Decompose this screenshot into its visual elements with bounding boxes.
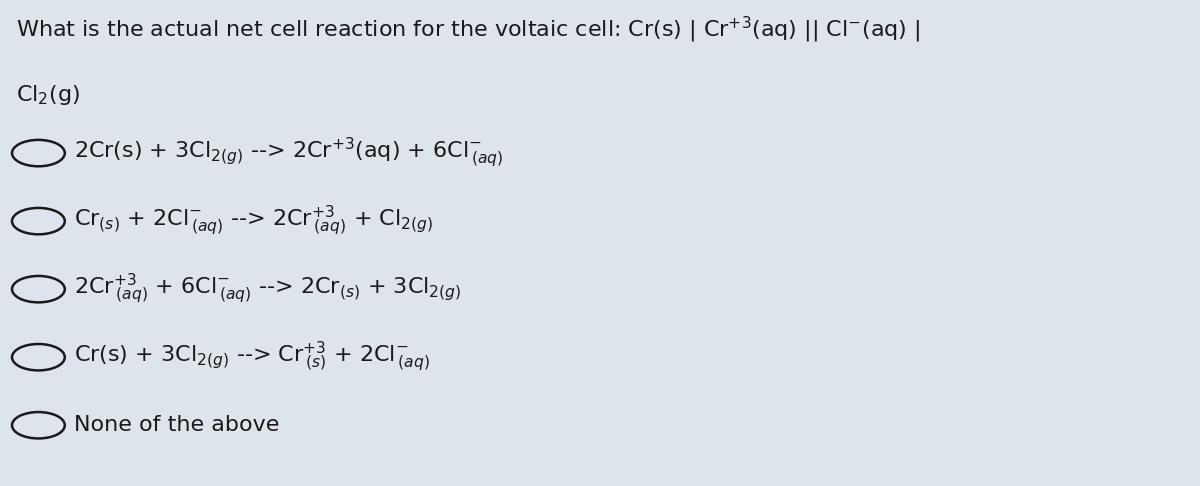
Text: Cr$_{(s)}$ + 2Cl$^{-}_{\,(aq)}$ --> 2Cr$^{+3}_{\,(aq)}$ + Cl$_{2(g)}$: Cr$_{(s)}$ + 2Cl$^{-}_{\,(aq)}$ --> 2Cr$… bbox=[74, 204, 433, 238]
Text: Cl$_2$(g): Cl$_2$(g) bbox=[16, 83, 79, 106]
Text: Cr(s) + 3Cl$_{2(g)}$ --> Cr$^{+3}_{\,(s)}$ + 2Cl$^{-}_{\,(aq)}$: Cr(s) + 3Cl$_{2(g)}$ --> Cr$^{+3}_{\,(s)… bbox=[74, 340, 431, 374]
Text: 2Cr$^{+3}_{\,(aq)}$ + 6Cl$^{-}_{\,(aq)}$ --> 2Cr$_{(s)}$ + 3Cl$_{2(g)}$: 2Cr$^{+3}_{\,(aq)}$ + 6Cl$^{-}_{\,(aq)}$… bbox=[74, 272, 462, 306]
Text: None of the above: None of the above bbox=[74, 415, 280, 435]
Text: 2Cr(s) + 3Cl$_{2(g)}$ --> 2Cr$^{+3}$(aq) + 6Cl$^{-}_{\,(aq)}$: 2Cr(s) + 3Cl$_{2(g)}$ --> 2Cr$^{+3}$(aq)… bbox=[74, 136, 504, 170]
Text: What is the actual net cell reaction for the voltaic cell: Cr(s) | Cr$^{+3}$(aq): What is the actual net cell reaction for… bbox=[16, 15, 920, 45]
